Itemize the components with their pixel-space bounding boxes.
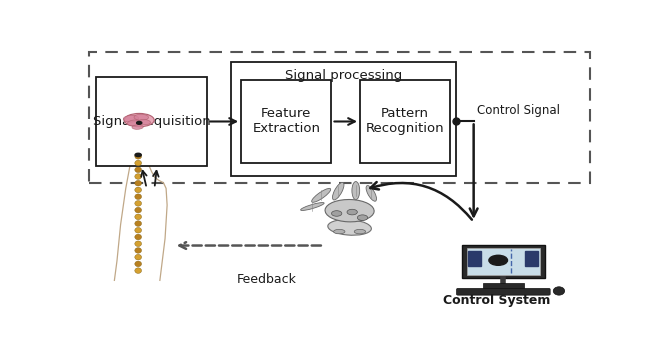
Ellipse shape — [134, 114, 149, 121]
Bar — [96, 77, 207, 166]
Ellipse shape — [135, 241, 141, 247]
Bar — [467, 248, 540, 275]
Circle shape — [489, 255, 508, 265]
Ellipse shape — [332, 182, 344, 200]
Ellipse shape — [135, 227, 141, 233]
Ellipse shape — [135, 180, 141, 186]
Text: Signal acquisition: Signal acquisition — [93, 115, 211, 128]
Ellipse shape — [352, 182, 360, 200]
Text: Signal processing: Signal processing — [285, 70, 402, 83]
Circle shape — [135, 153, 141, 157]
Ellipse shape — [135, 261, 141, 267]
Ellipse shape — [135, 167, 141, 173]
Ellipse shape — [135, 187, 141, 193]
PathPatch shape — [121, 112, 160, 137]
Bar — [360, 80, 450, 163]
Circle shape — [331, 211, 342, 216]
Ellipse shape — [553, 287, 565, 295]
Ellipse shape — [311, 188, 331, 202]
Ellipse shape — [366, 186, 377, 201]
Ellipse shape — [135, 207, 141, 213]
Polygon shape — [134, 137, 143, 145]
FancyBboxPatch shape — [462, 245, 545, 278]
FancyBboxPatch shape — [457, 289, 550, 295]
Circle shape — [347, 209, 358, 215]
Ellipse shape — [135, 194, 141, 199]
Text: Control System: Control System — [444, 294, 550, 307]
Ellipse shape — [135, 214, 141, 220]
Ellipse shape — [325, 199, 374, 222]
Ellipse shape — [132, 125, 143, 129]
Circle shape — [358, 215, 368, 220]
Ellipse shape — [123, 115, 139, 122]
Ellipse shape — [135, 174, 141, 179]
Text: Pattern
Recognition: Pattern Recognition — [366, 108, 444, 135]
Bar — [526, 251, 538, 266]
Ellipse shape — [135, 254, 141, 260]
Circle shape — [137, 122, 142, 124]
Ellipse shape — [127, 120, 141, 126]
Bar — [468, 251, 481, 266]
FancyBboxPatch shape — [483, 283, 524, 289]
Ellipse shape — [135, 234, 141, 240]
Bar — [241, 80, 331, 163]
Ellipse shape — [135, 221, 141, 226]
Ellipse shape — [301, 203, 324, 210]
Ellipse shape — [354, 230, 366, 234]
Ellipse shape — [135, 248, 141, 253]
Ellipse shape — [124, 113, 154, 127]
Ellipse shape — [138, 119, 151, 125]
Ellipse shape — [135, 201, 141, 206]
Ellipse shape — [135, 153, 141, 159]
Text: Control Signal: Control Signal — [478, 104, 560, 117]
Ellipse shape — [327, 220, 372, 235]
Ellipse shape — [334, 230, 345, 234]
Text: Feature
Extraction: Feature Extraction — [252, 108, 320, 135]
Text: Feedback: Feedback — [237, 273, 297, 286]
Bar — [89, 52, 590, 183]
Ellipse shape — [135, 160, 141, 166]
Bar — [231, 62, 456, 176]
Ellipse shape — [135, 268, 141, 273]
